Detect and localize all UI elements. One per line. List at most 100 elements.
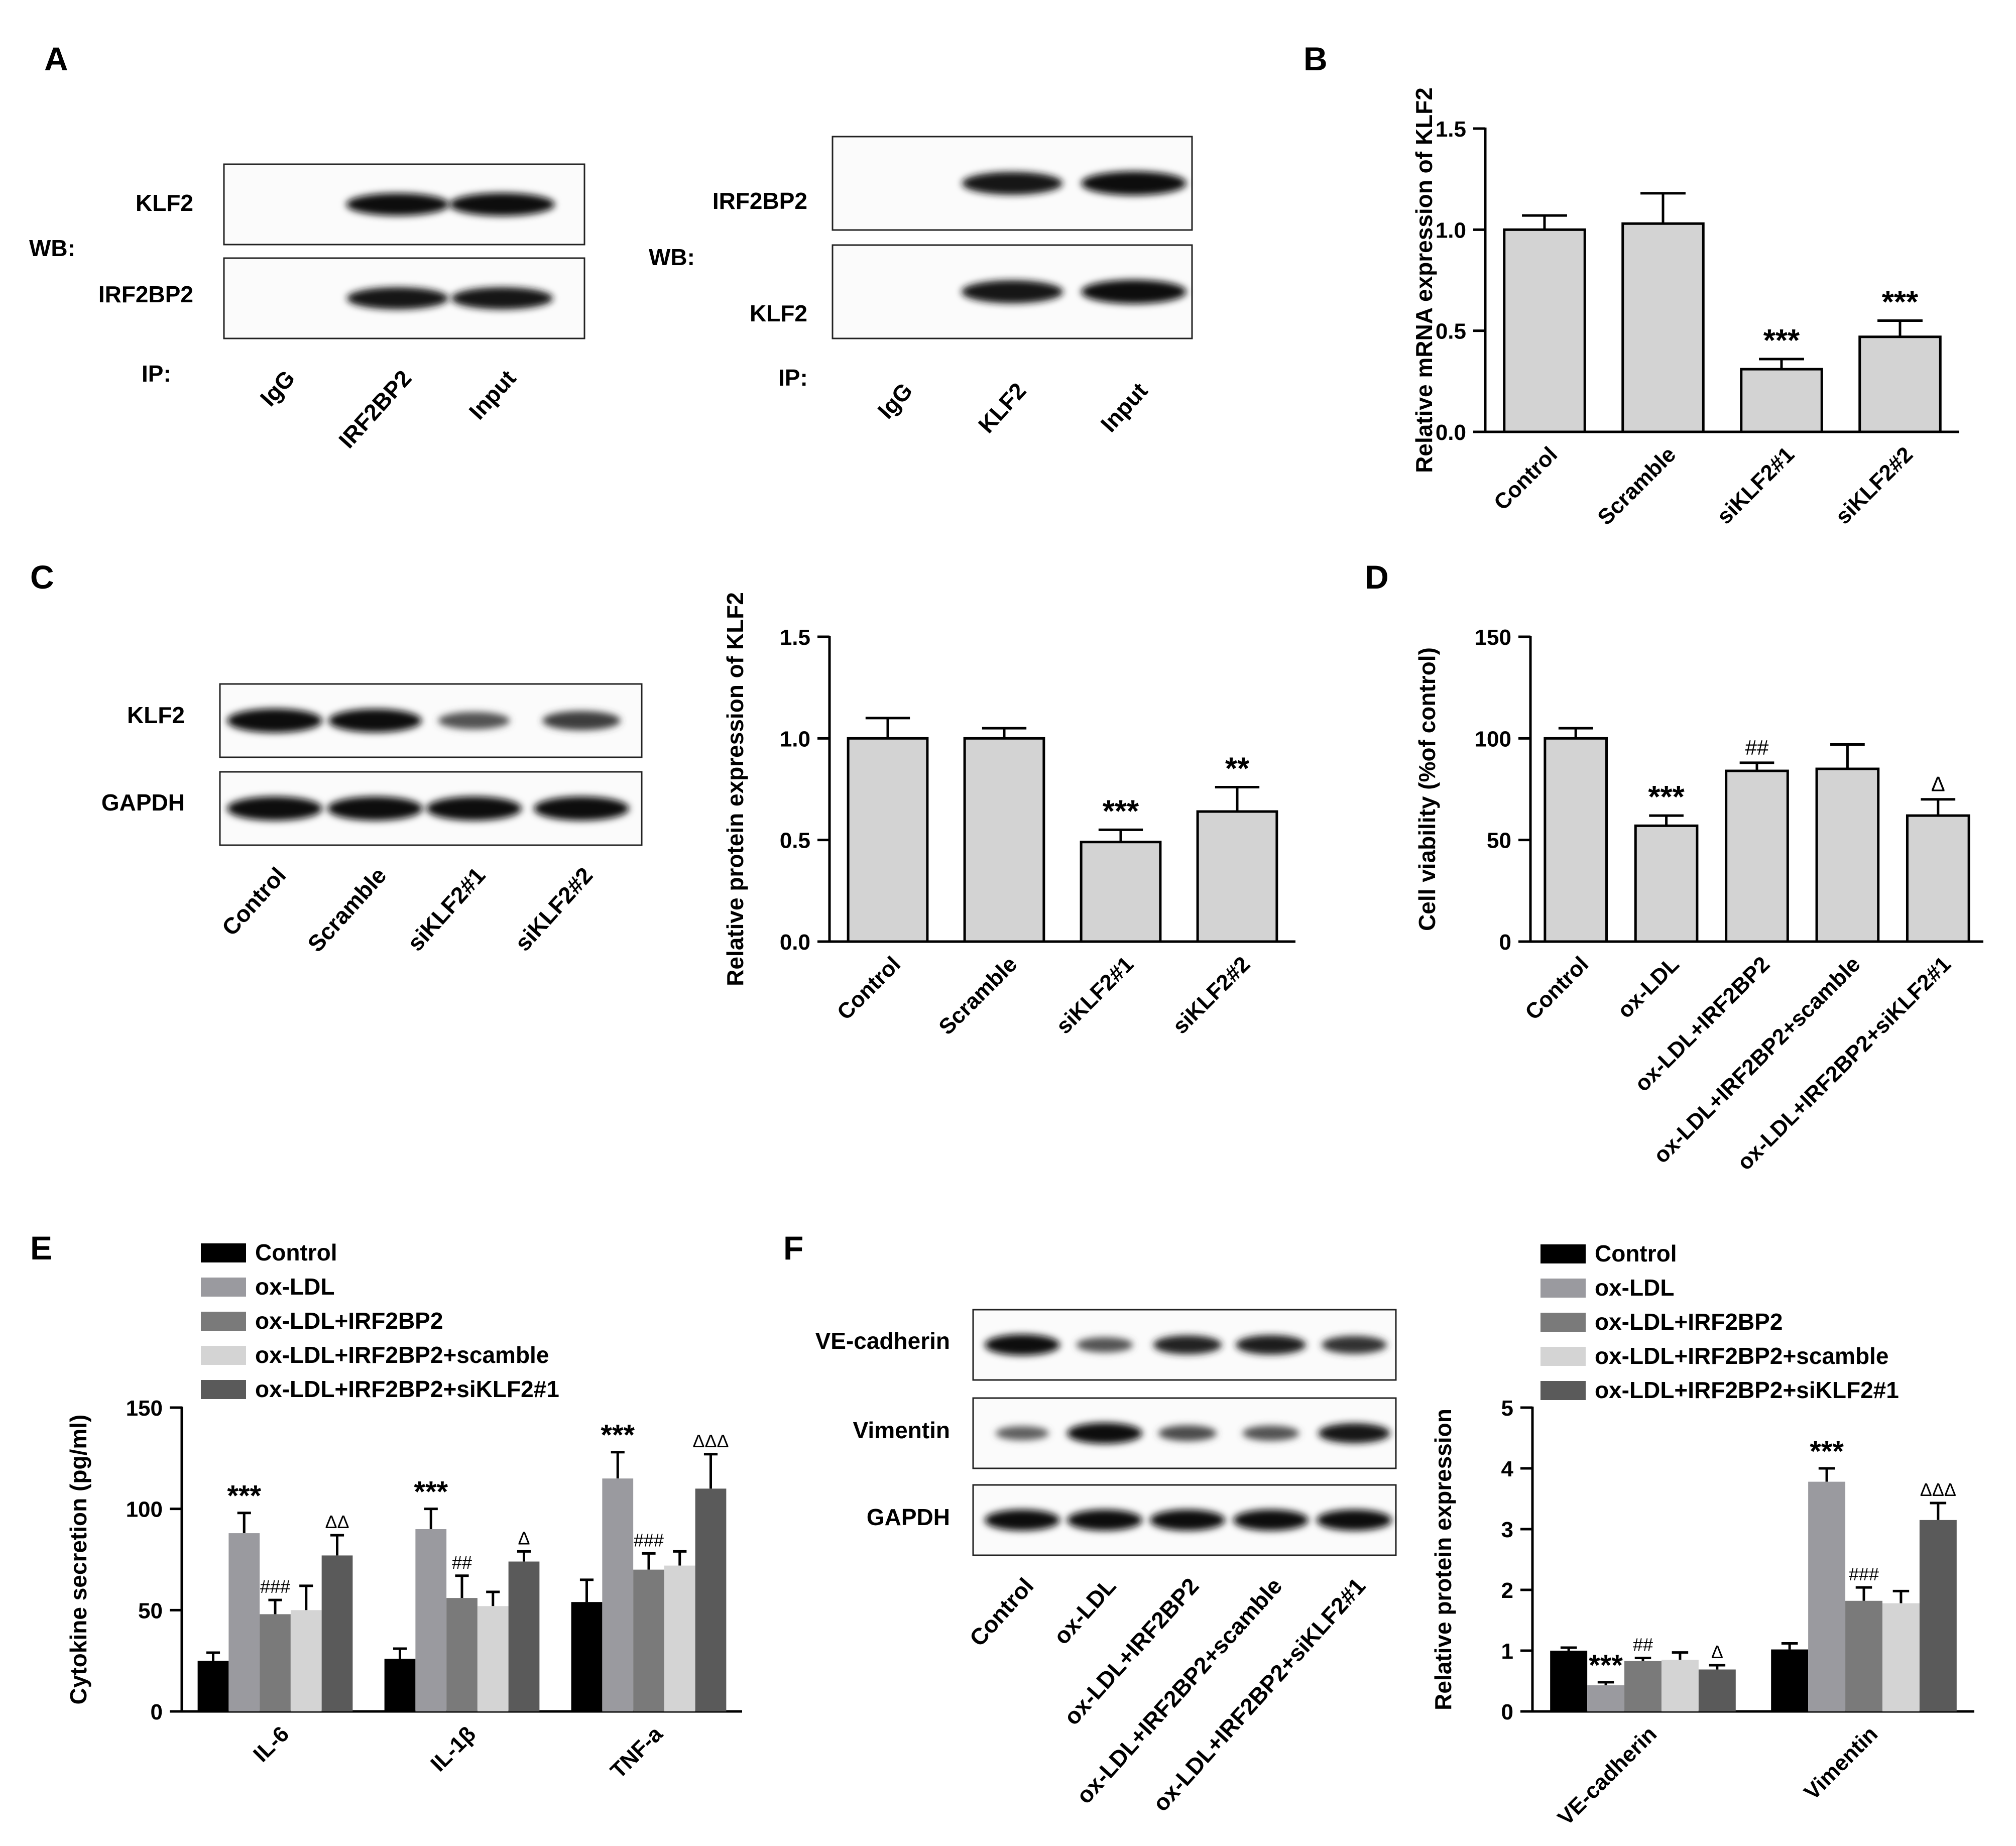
- y-tick-label: 1.5: [1436, 117, 1466, 142]
- legend-swatch-ox-ldl-irf2bp2-scamble: [201, 1346, 246, 1365]
- blot-row-label-klf2: KLF2: [127, 702, 185, 728]
- chart-e: 0 50 100 150 Cytokine secretion (pg/ml) *** ##…: [65, 1239, 742, 1783]
- panel-letter-c: C: [30, 558, 54, 596]
- y-axis-label: Relative mRNA expression of KLF2: [1411, 87, 1437, 473]
- x-tick-label-ve-cadherin: VE-cadherin: [1553, 1721, 1662, 1830]
- band-ve-cadherin-ox-ldl-irf2bp2-siklf2-1: [1322, 1336, 1387, 1354]
- band-vimentin-ox-ldl-irf2bp2-siklf2-1: [1318, 1423, 1390, 1443]
- annotation-bar-tnf-a-ox-ldl: ***: [601, 1419, 635, 1452]
- bar-il-6-ox-ldl-irf2bp2: [260, 1614, 291, 1711]
- x-tick-label-control: Control: [1489, 442, 1562, 515]
- bar-tnf-a-ox-ldl-irf2bp2: [633, 1569, 664, 1711]
- bar-scramble: [963, 737, 1045, 943]
- band-ve-cadherin-ox-ldl-irf2bp2: [1153, 1335, 1222, 1354]
- y-tick-label: 0.0: [780, 930, 810, 955]
- bar-scramble: [1621, 222, 1705, 433]
- bar-il-6-control: [197, 1661, 229, 1711]
- bar-il-1-control: [384, 1659, 416, 1711]
- y-tick-label: 1: [1501, 1639, 1513, 1664]
- y-tick-label: 0: [1501, 1700, 1513, 1724]
- band-gapdh-ox-ldl: [1067, 1510, 1142, 1531]
- y-tick-label: 50: [1487, 829, 1511, 853]
- band-ve-cadherin-ox-ldl: [1076, 1337, 1133, 1353]
- blot-lane-label-klf2: KLF2: [973, 378, 1031, 438]
- bar-siklf2-2: [1858, 335, 1942, 433]
- annotation-bar-vimentin-ox-ldl: ***: [1810, 1435, 1844, 1468]
- blot-lane-label-siklf2-2: siKLF2#2: [510, 862, 598, 956]
- blot-ip-label: IP:: [142, 361, 171, 387]
- y-axis-label: Cell viability (%of control): [1414, 647, 1440, 931]
- bar-tnf-a-ox-ldl: [602, 1478, 634, 1711]
- blot-row-label-irf2bp2: IRF2BP2: [713, 188, 807, 214]
- blot-row-label-gapdh: GAPDH: [101, 789, 185, 816]
- annotation-bar-ve-cadherin-ox-ldl-irf2bp2: ##: [1633, 1635, 1653, 1655]
- legend-label-ox-ldl-irf2bp2: ox-LDL+IRF2BP2: [1595, 1309, 1783, 1335]
- annotation-bar-siklf2-1: ***: [1763, 323, 1800, 358]
- annotation-bar-tnf-a-ox-ldl-irf2bp2-siklf2-1: ΔΔΔ: [692, 1431, 729, 1451]
- blot-lane-label-siklf2-1: siKLF2#1: [402, 862, 491, 956]
- chart-f: 0 1 2 3 4 5 Relative protein expression *** ## Δ V…: [1430, 1240, 1974, 1830]
- band-vimentin-control: [995, 1426, 1049, 1441]
- band-vimentin-ox-ldl-irf2bp2-scamble: [1242, 1425, 1299, 1441]
- bar-vimentin-ox-ldl-irf2bp2: [1845, 1600, 1882, 1711]
- blot-lane-label-igg: IgG: [872, 378, 917, 424]
- legend-label-ox-ldl-irf2bp2-scamble: ox-LDL+IRF2BP2+scamble: [1595, 1343, 1888, 1369]
- x-tick-label-siklf2-1: siKLF2#1: [1051, 952, 1138, 1039]
- band-klf2-scramble: [328, 709, 422, 733]
- bar-ox-ldl-irf2bp2-siklf2-1: [1906, 814, 1970, 943]
- legend-swatch-ox-ldl-irf2bp2-siklf2-1: [201, 1380, 246, 1399]
- panel-letter-d: D: [1365, 558, 1389, 596]
- bar-ox-ldl: [1634, 824, 1699, 943]
- blot-row-label-vimentin: Vimentin: [853, 1417, 950, 1443]
- band-klf2-input: [449, 193, 555, 216]
- y-axis-label: Cytokine secretion (pg/ml): [65, 1415, 91, 1705]
- annotation-bar-ox-ldl-irf2bp2: ##: [1745, 736, 1769, 759]
- bar-siklf2-1: [1740, 368, 1823, 433]
- legend-label-ox-ldl-irf2bp2-siklf2-1: ox-LDL+IRF2BP2+siKLF2#1: [1595, 1377, 1899, 1403]
- annotation-bar-siklf2-2: **: [1225, 751, 1250, 786]
- legend-label-control: Control: [255, 1239, 337, 1265]
- x-tick-label-siklf2-2: siKLF2#2: [1168, 952, 1255, 1039]
- annotation-bar-il-6-ox-ldl-irf2bp2-siklf2-1: ΔΔ: [325, 1512, 349, 1532]
- y-tick-label: 0.0: [1436, 420, 1466, 445]
- band-klf2-irf2bp2: [346, 193, 449, 216]
- bar-ox-ldl-irf2bp2: [1725, 769, 1789, 943]
- annotation-bar-il-1-ox-ldl-irf2bp2: ##: [452, 1552, 472, 1573]
- bar-vimentin-control: [1771, 1649, 1809, 1711]
- legend-swatch-ox-ldl-irf2bp2: [201, 1312, 246, 1331]
- y-tick-label: 0: [151, 1700, 163, 1724]
- y-tick-label: 3: [1501, 1518, 1513, 1542]
- annotation-bar-il-6-ox-ldl: ***: [227, 1480, 261, 1513]
- y-tick-label: 100: [1475, 727, 1511, 751]
- annotation-bar-il-1-ox-ldl: ***: [414, 1476, 448, 1509]
- x-tick-label-il-1: IL-1β: [426, 1721, 481, 1776]
- band-gapdh-ox-ldl-irf2bp2-siklf2-1: [1317, 1510, 1392, 1531]
- bar-siklf2-1: [1080, 841, 1162, 943]
- blot-lane-label-control: Control: [964, 1573, 1038, 1651]
- annotation-bar-siklf2-2: ***: [1882, 285, 1919, 320]
- y-axis-label: Relative protein expression of KLF2: [722, 592, 748, 986]
- blot-lane-label-input: Input: [1096, 378, 1153, 437]
- y-tick-label: 2: [1501, 1578, 1513, 1603]
- legend-swatch-ox-ldl: [1540, 1279, 1586, 1298]
- y-tick-label: 50: [138, 1598, 163, 1623]
- blot-row-label-ve-cadherin: VE-cadherin: [815, 1328, 950, 1354]
- bar-il-1-ox-ldl-irf2bp2: [446, 1598, 478, 1711]
- bar-il-6-ox-ldl: [228, 1533, 260, 1711]
- bar-il-6-ox-ldl-irf2bp2-scamble: [290, 1610, 322, 1711]
- x-tick-label-scramble: Scramble: [1593, 442, 1681, 530]
- legend-label-ox-ldl-irf2bp2-scamble: ox-LDL+IRF2BP2+scamble: [255, 1342, 549, 1368]
- bar-ve-cadherin-ox-ldl-irf2bp2: [1624, 1661, 1662, 1711]
- legend-label-ox-ldl: ox-LDL: [1595, 1275, 1674, 1301]
- panel-letter-b: B: [1303, 40, 1328, 77]
- blot-row-label-irf2bp2: IRF2BP2: [98, 281, 193, 307]
- annotation-bar-ve-cadherin-ox-ldl: ***: [1589, 1649, 1623, 1682]
- band-klf2-siklf2-2: [542, 711, 621, 731]
- blot-lane-label-igg: IgG: [255, 365, 300, 411]
- legend-label-control: Control: [1595, 1240, 1677, 1266]
- x-tick-label-siklf2-1: siKLF2#1: [1712, 442, 1799, 529]
- bar-control: [847, 737, 929, 943]
- panel-letter-e: E: [30, 1229, 52, 1266]
